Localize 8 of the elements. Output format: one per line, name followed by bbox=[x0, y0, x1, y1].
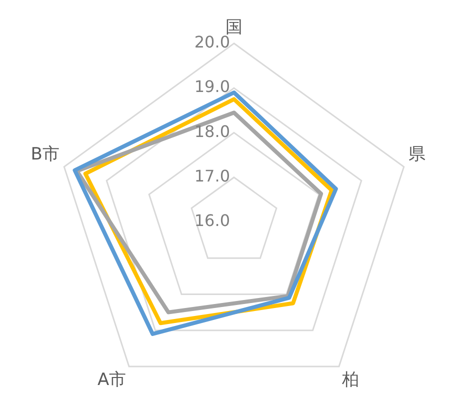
spoke-label: A市 bbox=[97, 370, 126, 390]
spoke-label: 柏 bbox=[340, 370, 359, 390]
spoke-label: B市 bbox=[30, 144, 60, 164]
y-tick-label: 19.0 bbox=[194, 77, 230, 96]
y-tick-label: 18.0 bbox=[194, 122, 230, 141]
y-tick-label: 17.0 bbox=[194, 166, 230, 186]
y-tick-label: 16.0 bbox=[194, 211, 230, 230]
spoke-label: 県 bbox=[408, 144, 426, 164]
